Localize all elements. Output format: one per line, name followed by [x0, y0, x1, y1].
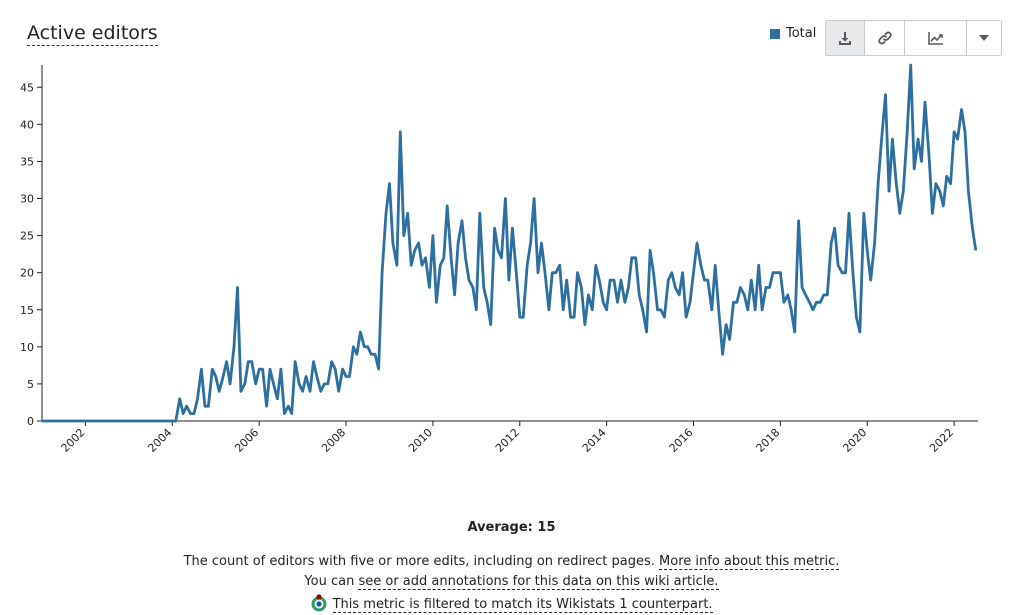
- download-icon: [839, 32, 851, 45]
- y-tick-label: 5: [27, 378, 34, 391]
- annotations-note: You can see or add annotations for this …: [0, 574, 1023, 590]
- chart-title: Active editors: [27, 22, 158, 46]
- description-text: The count of editors with five or more e…: [183, 554, 655, 569]
- more-options-button[interactable]: [967, 21, 1001, 55]
- series-line-total: [42, 63, 978, 423]
- x-tick-label: 2016: [667, 426, 696, 455]
- x-tick-label: 2020: [840, 426, 869, 455]
- legend-label: Total: [786, 26, 817, 41]
- copy-link-button[interactable]: [865, 21, 905, 55]
- y-tick-label: 15: [20, 304, 34, 317]
- y-tick-label: 0: [27, 415, 34, 428]
- metric-description: The count of editors with five or more e…: [0, 554, 1023, 570]
- x-tick-label: 2022: [927, 426, 956, 455]
- x-tick-label: 2010: [406, 426, 435, 455]
- download-button[interactable]: [826, 21, 865, 55]
- y-tick-label: 40: [20, 118, 34, 131]
- x-tick-label: 2018: [754, 426, 783, 455]
- link-icon: [877, 31, 892, 45]
- y-tick-label: 35: [20, 155, 34, 168]
- annotations-link[interactable]: see or add annotations for this data on …: [358, 574, 719, 590]
- filter-note: This metric is filtered to match its Wik…: [0, 594, 1023, 613]
- legend-swatch: [770, 28, 780, 39]
- x-tick-label: 2006: [232, 426, 261, 455]
- y-tick-label: 45: [20, 81, 34, 94]
- y-tick-label: 25: [20, 230, 34, 243]
- x-tick-label: 2014: [580, 426, 609, 455]
- average-label: Average: 15: [467, 520, 556, 535]
- annotations-prefix: You can: [304, 574, 355, 589]
- line-chart-icon: [927, 32, 943, 45]
- x-tick-label: 2004: [145, 426, 174, 455]
- y-tick-label: 30: [20, 193, 34, 206]
- y-tick-label: 20: [20, 267, 34, 280]
- chart-type-button[interactable]: [905, 21, 967, 55]
- line-chart: 0 5 10 15 20 25 30 35 40 45 2002 2004 2006 2008 2010 20…: [20, 63, 978, 455]
- chevron-down-icon: [979, 35, 989, 41]
- filter-note-link[interactable]: This metric is filtered to match its Wik…: [332, 597, 713, 613]
- chart-toolbar: [825, 20, 1002, 56]
- wikistats-logo-icon: [311, 594, 327, 612]
- y-tick-label: 10: [20, 341, 34, 354]
- legend[interactable]: Total: [770, 26, 816, 41]
- x-tick-label: 2008: [319, 426, 348, 455]
- more-info-link[interactable]: More info about this metric.: [659, 554, 840, 570]
- x-tick-label: 2012: [493, 426, 522, 455]
- x-tick-label: 2002: [59, 426, 88, 455]
